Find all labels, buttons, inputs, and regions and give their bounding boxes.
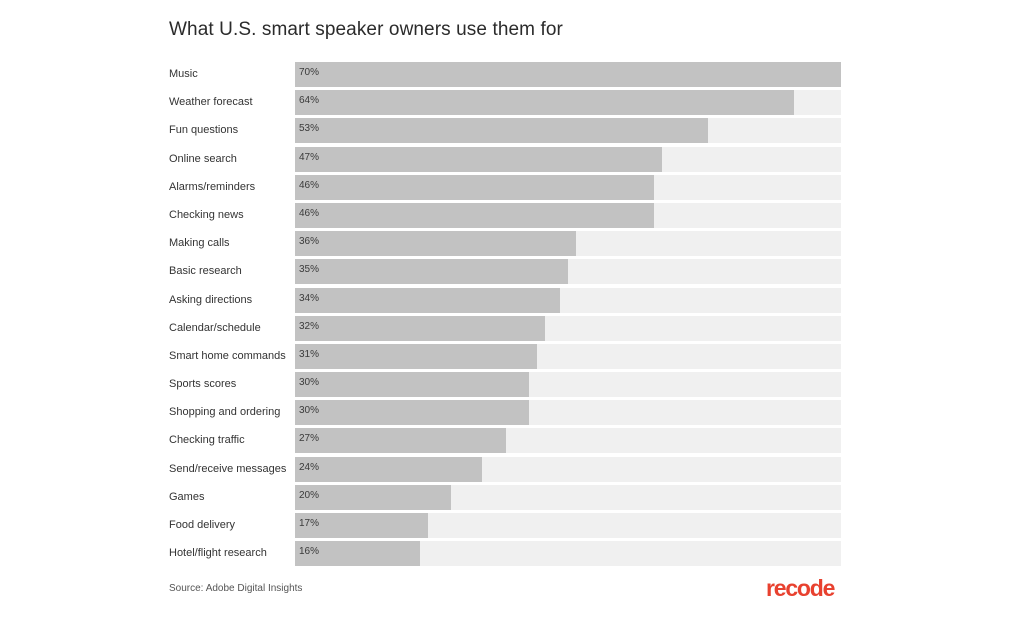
category-label: Fun questions (169, 124, 239, 137)
bar-track: 36% (295, 231, 841, 257)
bar (295, 372, 529, 398)
category-label: Music (169, 68, 198, 80)
data-label: 32% (299, 320, 320, 332)
bar (295, 259, 568, 285)
category-label: Shopping and ordering (169, 406, 281, 419)
bar-row: Asking directions 34% (169, 287, 841, 316)
source-note: Source: Adobe Digital Insights (169, 583, 303, 594)
category-label: Alarms/reminders (169, 180, 256, 193)
bar-track: 46% (295, 202, 841, 228)
data-label: 34% (299, 292, 320, 304)
bar-track: 16% (295, 541, 841, 567)
bar-row: Food delivery 17% (169, 513, 841, 541)
data-label: 24% (299, 461, 320, 473)
bar (295, 343, 537, 369)
bar-track: 47% (295, 146, 841, 172)
data-label: 70% (299, 67, 320, 78)
category-label: Online search (169, 152, 237, 165)
category-label: Send/receive messages (169, 462, 287, 475)
bar (295, 428, 506, 454)
bar-track: 64% (295, 90, 841, 116)
data-label: 53% (299, 123, 320, 135)
bar-row: Smart home commands 31% (169, 343, 841, 372)
bar-row: Online search 47% (169, 146, 841, 175)
data-label: 46% (299, 179, 320, 191)
data-label: 30% (299, 377, 320, 389)
bar-track: 30% (295, 400, 841, 426)
bar-row: Music 70% (169, 62, 841, 90)
bar-row: Shopping and ordering 30% (169, 400, 841, 428)
bar (295, 456, 483, 482)
bar-track: 35% (295, 259, 841, 285)
bar-track: 32% (295, 315, 841, 341)
bar-row: Alarms/reminders 46% (169, 174, 841, 203)
bar-chart: Music 70% Weather forecast 64% Fun questions… (169, 62, 841, 569)
bar (295, 541, 420, 567)
bar-track: 53% (295, 118, 841, 144)
bar-track: 70% (295, 62, 841, 87)
category-label: Weather forecast (169, 96, 253, 109)
data-label: 20% (299, 489, 320, 501)
category-label: Sports scores (169, 378, 237, 391)
bar (295, 315, 545, 341)
category-label: Basic research (169, 265, 242, 278)
bar-row: Checking news 46% (169, 202, 841, 231)
data-label: 36% (299, 236, 320, 248)
bar (295, 231, 576, 257)
bar-row: Basic research 35% (169, 259, 841, 287)
category-label: Hotel/flight research (169, 547, 267, 560)
category-label: Food delivery (169, 519, 236, 531)
data-label: 30% (299, 405, 320, 417)
bar (295, 484, 451, 510)
bar-track: 46% (295, 174, 841, 200)
data-label: 27% (299, 433, 320, 445)
bar (295, 513, 428, 538)
data-label: 16% (299, 546, 320, 558)
bar-row: Send/receive messages 24% (169, 456, 841, 485)
bar (295, 400, 529, 426)
bar-row: Sports scores 30% (169, 372, 841, 400)
category-label: Checking traffic (169, 434, 245, 447)
bar (295, 202, 654, 228)
bar-row: Making calls 36% (169, 231, 841, 259)
bar (295, 90, 795, 116)
category-label: Calendar/schedule (169, 321, 261, 334)
bar (295, 146, 662, 172)
bar-row: Calendar/schedule 32% (169, 315, 841, 344)
category-label: Making calls (169, 237, 230, 250)
data-label: 35% (299, 264, 320, 276)
data-label: 64% (299, 95, 320, 107)
bar (295, 62, 841, 87)
bar-row: Games 20% (169, 484, 841, 513)
recode-logo: recode (766, 575, 835, 601)
category-label: Asking directions (169, 293, 253, 306)
bar-row: Hotel/flight research 16% (169, 541, 841, 569)
category-label: Smart home commands (169, 349, 286, 362)
category-label: Checking news (169, 208, 244, 221)
data-label: 17% (299, 518, 320, 529)
bar-track: 27% (295, 428, 841, 454)
bar-row: Checking traffic 27% (169, 428, 841, 456)
bar-track: 34% (295, 287, 841, 313)
bar-row: Fun questions 53% (169, 118, 841, 146)
bar-track: 30% (295, 372, 841, 398)
bar-track: 17% (295, 513, 841, 538)
category-label: Games (169, 490, 205, 503)
chart-title: What U.S. smart speaker owners use them … (169, 19, 563, 40)
bar-row: Weather forecast 64% (169, 90, 841, 118)
bar-track: 31% (295, 343, 841, 369)
bar-track: 20% (295, 484, 841, 510)
bar (295, 118, 709, 144)
bar (295, 174, 654, 200)
bar (295, 287, 561, 313)
data-label: 46% (299, 207, 320, 219)
data-label: 47% (299, 151, 320, 163)
data-label: 31% (299, 348, 320, 360)
bar-track: 24% (295, 456, 841, 482)
